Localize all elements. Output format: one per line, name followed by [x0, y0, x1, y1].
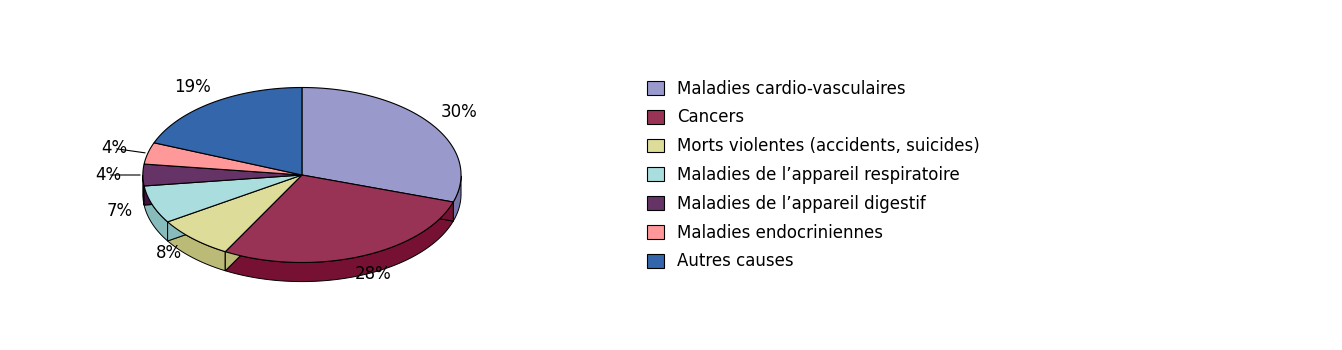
Text: 7%: 7% [106, 202, 133, 220]
Legend: Maladies cardio-vasculaires, Cancers, Morts violentes (accidents, suicides), Mal: Maladies cardio-vasculaires, Cancers, Mo… [639, 71, 989, 279]
Text: 28%: 28% [356, 265, 392, 283]
Polygon shape [144, 186, 168, 241]
Polygon shape [225, 202, 454, 282]
Polygon shape [168, 175, 302, 241]
Polygon shape [302, 175, 454, 221]
Text: 19%: 19% [174, 78, 211, 96]
Polygon shape [225, 175, 302, 271]
Text: 4%: 4% [95, 166, 121, 184]
Polygon shape [144, 175, 302, 205]
Text: 4%: 4% [101, 139, 127, 158]
Polygon shape [454, 176, 462, 221]
Polygon shape [168, 222, 225, 271]
Text: 30%: 30% [440, 103, 478, 121]
Polygon shape [144, 143, 302, 175]
Polygon shape [225, 175, 302, 271]
Polygon shape [225, 175, 454, 262]
Text: 8%: 8% [156, 244, 183, 262]
Polygon shape [168, 175, 302, 241]
Polygon shape [142, 164, 302, 186]
Polygon shape [168, 175, 302, 252]
Polygon shape [144, 175, 302, 222]
Polygon shape [302, 175, 454, 221]
Polygon shape [144, 175, 302, 205]
Polygon shape [302, 88, 462, 202]
Polygon shape [154, 88, 302, 175]
